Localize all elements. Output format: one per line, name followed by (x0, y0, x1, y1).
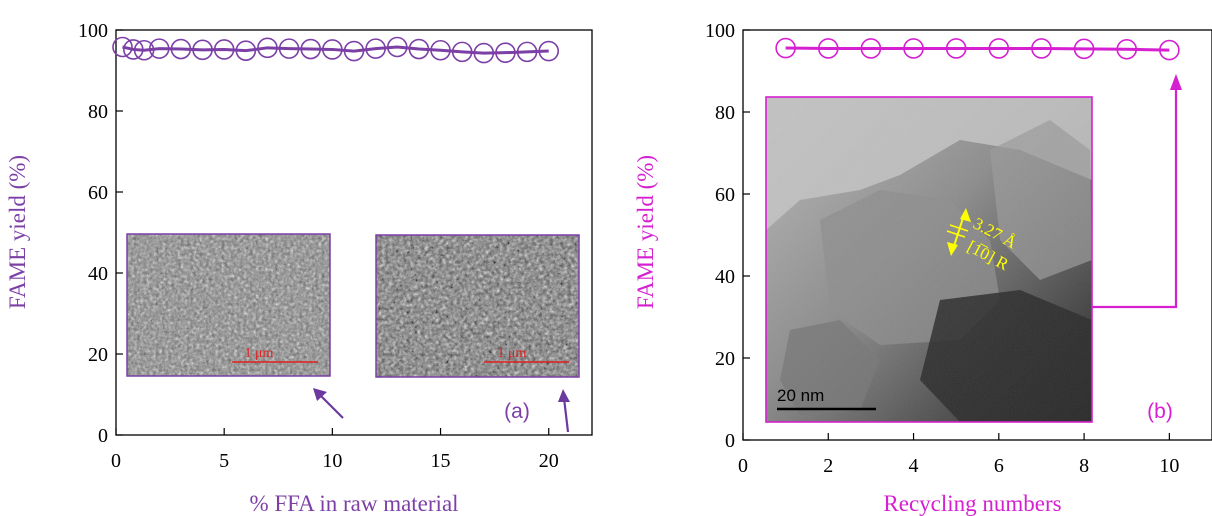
data-point-a (170, 38, 192, 60)
y-tick-label-b: 0 (725, 430, 735, 452)
y-tick-label-a: 20 (88, 344, 108, 366)
sem-inset-2: 1 μm (375, 234, 580, 378)
data-point-a (133, 39, 155, 61)
y-tick-label-b: 80 (715, 102, 735, 124)
series-line-a (122, 45, 549, 55)
data-point-b (945, 38, 967, 59)
data-point-a (408, 38, 430, 60)
data-point-a (300, 38, 322, 60)
data-point-a (235, 40, 257, 61)
x-tick-label-b: 4 (909, 455, 919, 477)
y-tick-label-a: 100 (78, 20, 108, 42)
sem-inset-2-border (375, 234, 580, 378)
data-point-a (148, 38, 170, 59)
data-point-b (903, 38, 924, 59)
inset-arrow-a1 (313, 388, 344, 419)
data-point-a (495, 42, 516, 63)
x-tick-label-b: 2 (823, 455, 833, 477)
data-point-a (192, 39, 213, 61)
data-point-a (516, 41, 538, 63)
data-point-a (123, 39, 144, 60)
data-point-b (1031, 38, 1052, 59)
data-point-b (775, 37, 796, 59)
data-point-a (538, 40, 560, 62)
inset-arrow-b (1092, 74, 1182, 309)
sem-inset-1-border (126, 233, 331, 377)
x-axis-label-b: Recycling numbers (883, 491, 1061, 516)
data-point-b (988, 38, 1010, 59)
sem-scale-label-1: 1 μm (245, 346, 274, 361)
sem-inset-1: 1 μm (126, 233, 331, 377)
panel-label-a: (a) (504, 400, 530, 423)
data-point-b (817, 38, 839, 59)
data-point-a (365, 38, 386, 59)
x-tick-label-a: 0 (111, 450, 121, 472)
plot-frame-b (742, 29, 1212, 441)
data-point-b (860, 38, 882, 59)
data-point-a (386, 36, 408, 58)
panel-label-b: (b) (1147, 400, 1173, 423)
data-point-b (1073, 38, 1095, 60)
x-tick-label-b: 10 (1159, 455, 1179, 477)
y-tick-label-a: 60 (88, 182, 108, 204)
data-point-a (451, 41, 473, 63)
tem-scale-label: 20 nm (777, 386, 824, 405)
data-point-a (473, 42, 495, 64)
series-line-b (785, 46, 1170, 52)
sem-scale-label-2: 1 μm (498, 346, 527, 361)
y-tick-label-b: 60 (715, 184, 735, 206)
data-point-b (1116, 38, 1138, 60)
y-tick-label-b: 20 (715, 348, 735, 370)
plot-frame-a (115, 29, 593, 436)
panel-b: 3.27 Å [1̅0] R 20 nm 0 20 40 60 80 100 0 2 4 6 8 10… (633, 20, 1212, 516)
data-point-a (430, 39, 451, 61)
x-tick-label-a: 5 (219, 450, 229, 472)
y-tick-label-a: 80 (88, 101, 108, 123)
x-tick-label-b: 8 (1079, 455, 1089, 477)
y-axis-label-a: FAME yield (%) (5, 155, 30, 309)
data-point-a (278, 38, 300, 59)
panel-a: 1 μm 1 μm 0 20 40 60 80 100 0 5 10 15 20 % FFA in r… (5, 20, 593, 516)
x-tick-label-b: 0 (738, 455, 748, 477)
x-tick-label-a: 20 (539, 450, 559, 472)
data-point-b (1159, 39, 1180, 61)
data-point-a (257, 37, 278, 59)
x-axis-label-a: % FFA in raw material (249, 491, 458, 516)
x-tick-label-b: 6 (994, 455, 1004, 477)
data-point-a (213, 39, 235, 60)
data-point-a (343, 40, 365, 62)
lattice-spacing-marker (946, 208, 971, 256)
x-tick-label-a: 10 (322, 450, 342, 472)
data-point-a (112, 36, 133, 58)
x-tick-label-a: 15 (431, 450, 451, 472)
inset-arrow-a2 (558, 389, 570, 433)
data-point-a (322, 39, 343, 60)
y-tick-label-a: 40 (88, 263, 108, 285)
tem-inset-border (765, 96, 1093, 423)
y-tick-label-a: 0 (98, 425, 108, 447)
y-axis-label-b: FAME yield (%) (633, 155, 658, 309)
y-tick-label-b: 40 (715, 266, 735, 288)
y-tick-label-b: 100 (705, 20, 735, 42)
tem-inset: 3.27 Å [1̅0] R 20 nm (765, 96, 1093, 423)
